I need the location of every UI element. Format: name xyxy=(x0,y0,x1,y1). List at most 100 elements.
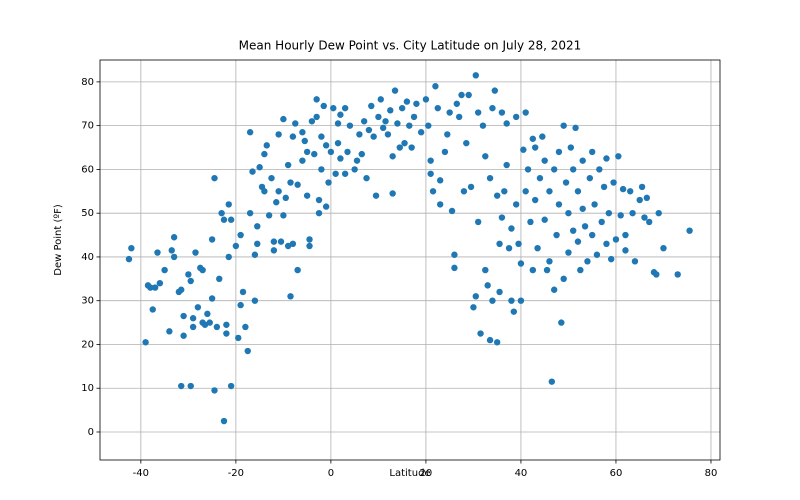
point xyxy=(474,218,482,226)
point xyxy=(539,133,546,140)
point xyxy=(427,170,434,177)
point xyxy=(529,135,537,142)
point xyxy=(520,146,527,153)
point xyxy=(346,122,354,129)
point xyxy=(220,417,228,425)
point xyxy=(375,113,382,121)
point xyxy=(631,258,639,265)
point xyxy=(341,104,349,112)
point xyxy=(128,244,135,252)
point xyxy=(451,264,458,272)
point xyxy=(170,253,178,261)
point xyxy=(598,218,605,226)
point xyxy=(522,109,529,116)
y-axis-label: Dew Point (ºF) xyxy=(53,204,64,276)
point xyxy=(244,347,251,355)
point xyxy=(294,266,301,274)
point xyxy=(254,223,261,230)
point xyxy=(294,181,301,188)
point xyxy=(337,111,344,118)
point xyxy=(246,129,254,136)
point xyxy=(581,223,589,230)
point xyxy=(498,214,506,221)
point xyxy=(208,236,216,243)
point xyxy=(482,153,489,160)
point xyxy=(320,102,327,110)
x-tick-label: 80 xyxy=(705,468,718,479)
point xyxy=(413,100,420,107)
point xyxy=(610,179,617,186)
point xyxy=(394,120,401,127)
point xyxy=(479,122,487,129)
point xyxy=(261,150,268,158)
point xyxy=(178,382,185,390)
point xyxy=(565,249,572,256)
point xyxy=(432,83,439,90)
y-tick-label: 70 xyxy=(81,121,94,132)
point xyxy=(313,96,320,103)
point xyxy=(465,91,472,99)
point xyxy=(588,148,596,156)
point xyxy=(341,170,349,177)
point xyxy=(218,209,225,217)
x-axis-label: Latitude xyxy=(389,468,430,479)
point xyxy=(223,321,230,328)
point xyxy=(382,118,389,125)
point xyxy=(151,284,159,291)
point xyxy=(470,304,477,311)
point xyxy=(398,104,406,112)
point xyxy=(422,96,430,103)
point xyxy=(434,104,441,112)
point xyxy=(242,323,249,331)
point xyxy=(358,150,365,158)
point xyxy=(263,142,270,149)
point xyxy=(686,227,693,234)
point xyxy=(211,387,218,394)
point xyxy=(546,258,553,265)
point xyxy=(237,231,244,239)
point xyxy=(265,212,273,219)
point xyxy=(541,216,548,223)
point xyxy=(225,253,232,261)
point xyxy=(512,113,520,121)
point xyxy=(508,297,515,304)
point xyxy=(548,378,556,385)
point xyxy=(280,115,287,123)
point xyxy=(189,315,197,322)
point xyxy=(237,301,244,309)
y-tick-label: 0 xyxy=(88,427,94,438)
x-tick-label: 40 xyxy=(515,468,528,479)
point xyxy=(591,201,598,208)
point xyxy=(579,157,586,164)
point xyxy=(555,201,563,208)
point xyxy=(360,118,368,125)
point xyxy=(254,240,261,248)
point xyxy=(574,188,582,195)
point xyxy=(562,179,570,186)
point xyxy=(213,323,221,331)
point xyxy=(227,216,235,223)
y-tick-label: 60 xyxy=(81,164,94,175)
point xyxy=(154,249,161,256)
y-tick-label: 20 xyxy=(81,339,94,350)
point xyxy=(206,319,213,326)
point xyxy=(543,266,551,274)
point xyxy=(225,201,232,208)
point xyxy=(603,240,610,248)
point xyxy=(180,312,187,320)
point xyxy=(484,282,491,289)
point xyxy=(322,203,330,210)
point xyxy=(330,104,337,112)
point xyxy=(273,199,280,206)
point xyxy=(211,174,218,182)
point xyxy=(170,234,178,241)
point xyxy=(555,148,563,156)
point xyxy=(605,209,613,217)
point xyxy=(353,157,361,164)
point xyxy=(363,174,370,182)
point xyxy=(546,188,553,195)
point xyxy=(529,266,537,274)
point xyxy=(517,260,525,267)
point xyxy=(251,251,259,258)
